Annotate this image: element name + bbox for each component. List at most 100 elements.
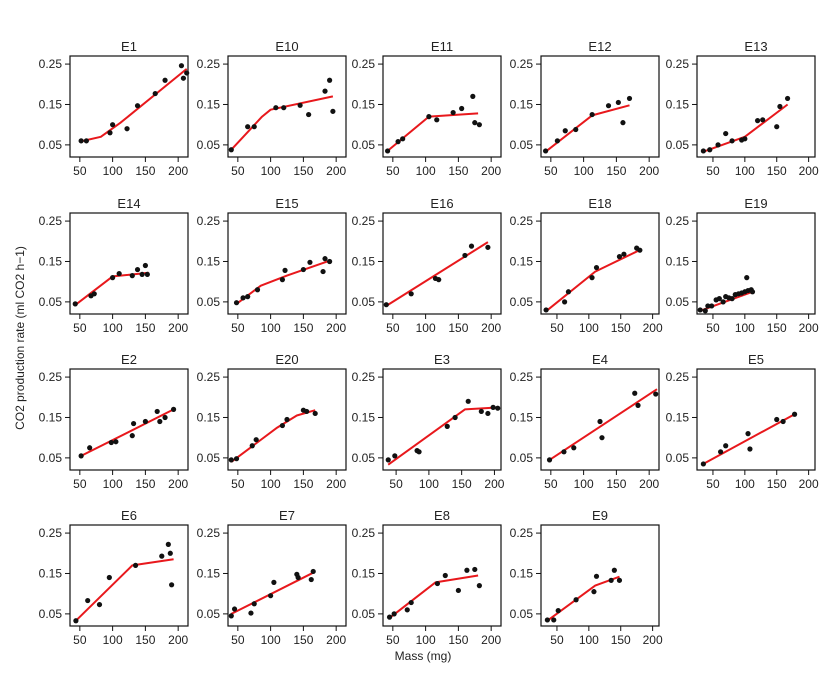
fit-line	[230, 409, 316, 463]
data-point	[464, 567, 470, 573]
data-point	[110, 122, 116, 128]
plot-frame	[227, 55, 347, 158]
y-tick-label: 0.05	[666, 451, 690, 465]
data-point	[231, 606, 238, 612]
x-tick-label: 200	[643, 633, 663, 647]
data-point	[322, 88, 328, 94]
data-point	[142, 418, 148, 425]
data-point	[152, 90, 158, 97]
data-point	[240, 295, 246, 301]
x-tick-label: 50	[550, 321, 564, 335]
plot-frame	[540, 55, 660, 158]
data-point	[408, 599, 414, 606]
chart-panel-e15: E15 0.05 0.15 0.25 50 100 150 200	[197, 196, 347, 335]
data-point	[284, 416, 290, 423]
data-point	[709, 303, 715, 309]
plot-frame	[696, 368, 816, 471]
fit-line	[75, 558, 174, 622]
y-tick-label: 0.15	[352, 97, 376, 111]
x-tick-label: 50	[544, 164, 558, 178]
data-point	[134, 103, 141, 109]
y-tick-label: 0.25	[666, 370, 690, 384]
y-tick-label: 0.05	[197, 138, 221, 152]
y-tick-label: 0.15	[510, 254, 534, 268]
y-tick-label: 0.15	[197, 254, 221, 268]
x-tick-label: 200	[326, 633, 346, 647]
y-tick-label: 0.25	[39, 57, 63, 71]
panel-title: E9	[592, 508, 608, 523]
data-point	[228, 457, 234, 463]
plot-frame	[69, 368, 189, 471]
y-tick-label: 0.25	[510, 370, 534, 384]
data-point	[162, 414, 168, 421]
data-point	[245, 294, 251, 300]
data-point	[169, 582, 175, 588]
plot-frame	[382, 212, 502, 315]
x-tick-label: 150	[135, 477, 155, 491]
data-point	[774, 416, 780, 423]
plot-frame	[69, 524, 189, 627]
panel-title: E12	[588, 39, 611, 54]
panel-title: E20	[275, 352, 298, 367]
y-tick-label: 0.15	[197, 97, 221, 111]
data-point	[306, 111, 312, 118]
x-tick-label: 200	[168, 477, 188, 491]
data-point	[251, 124, 257, 130]
data-point	[384, 148, 391, 154]
data-point	[591, 589, 597, 595]
data-point	[459, 105, 465, 112]
x-tick-label: 150	[293, 164, 313, 178]
data-point	[573, 126, 579, 133]
x-tick-label: 100	[574, 477, 594, 491]
data-point	[312, 410, 318, 417]
y-tick-label: 0.15	[352, 566, 376, 580]
data-point	[251, 601, 257, 607]
data-point	[159, 553, 165, 559]
x-tick-label: 200	[168, 633, 188, 647]
data-point	[129, 433, 135, 439]
fit-line	[544, 104, 630, 153]
data-point	[404, 607, 410, 613]
y-tick-label: 0.05	[39, 451, 63, 465]
fit-line	[235, 259, 330, 305]
y-tick-label: 0.25	[197, 57, 221, 71]
data-point	[330, 108, 336, 114]
data-point	[300, 266, 306, 273]
panel-title: E19	[744, 196, 767, 211]
fit-line	[388, 574, 479, 619]
data-point	[72, 301, 78, 307]
data-point	[78, 138, 84, 144]
panel-title: E7	[279, 508, 295, 523]
x-tick-label: 100	[261, 164, 281, 178]
data-point	[327, 258, 333, 265]
data-point	[565, 289, 572, 295]
data-point	[780, 418, 786, 425]
data-point	[170, 406, 177, 412]
data-point	[554, 138, 560, 144]
data-point	[83, 138, 89, 144]
data-point	[543, 307, 549, 313]
x-tick-label: 200	[643, 321, 663, 335]
chart-panel-e5: E5 0.05 0.15 0.25 50 100 150 200	[666, 352, 819, 491]
x-tick-label: 100	[103, 321, 123, 335]
data-point	[165, 541, 171, 547]
x-tick-label: 150	[767, 321, 787, 335]
x-tick-label: 50	[544, 477, 558, 491]
data-point	[130, 420, 137, 427]
data-point	[129, 273, 135, 279]
data-point	[444, 423, 450, 429]
y-tick-label: 0.05	[39, 138, 63, 152]
y-tick-label: 0.15	[666, 410, 690, 424]
x-tick-label: 50	[386, 633, 400, 647]
y-tick-label: 0.25	[510, 526, 534, 540]
y-tick-label: 0.15	[510, 97, 534, 111]
data-point	[108, 439, 114, 446]
data-point	[142, 262, 148, 269]
fit-line	[387, 406, 500, 466]
data-point	[184, 70, 190, 76]
data-point	[462, 252, 468, 259]
data-point	[718, 449, 724, 455]
data-point	[608, 577, 614, 583]
data-point	[744, 275, 750, 281]
y-tick-label: 0.05	[352, 295, 376, 309]
